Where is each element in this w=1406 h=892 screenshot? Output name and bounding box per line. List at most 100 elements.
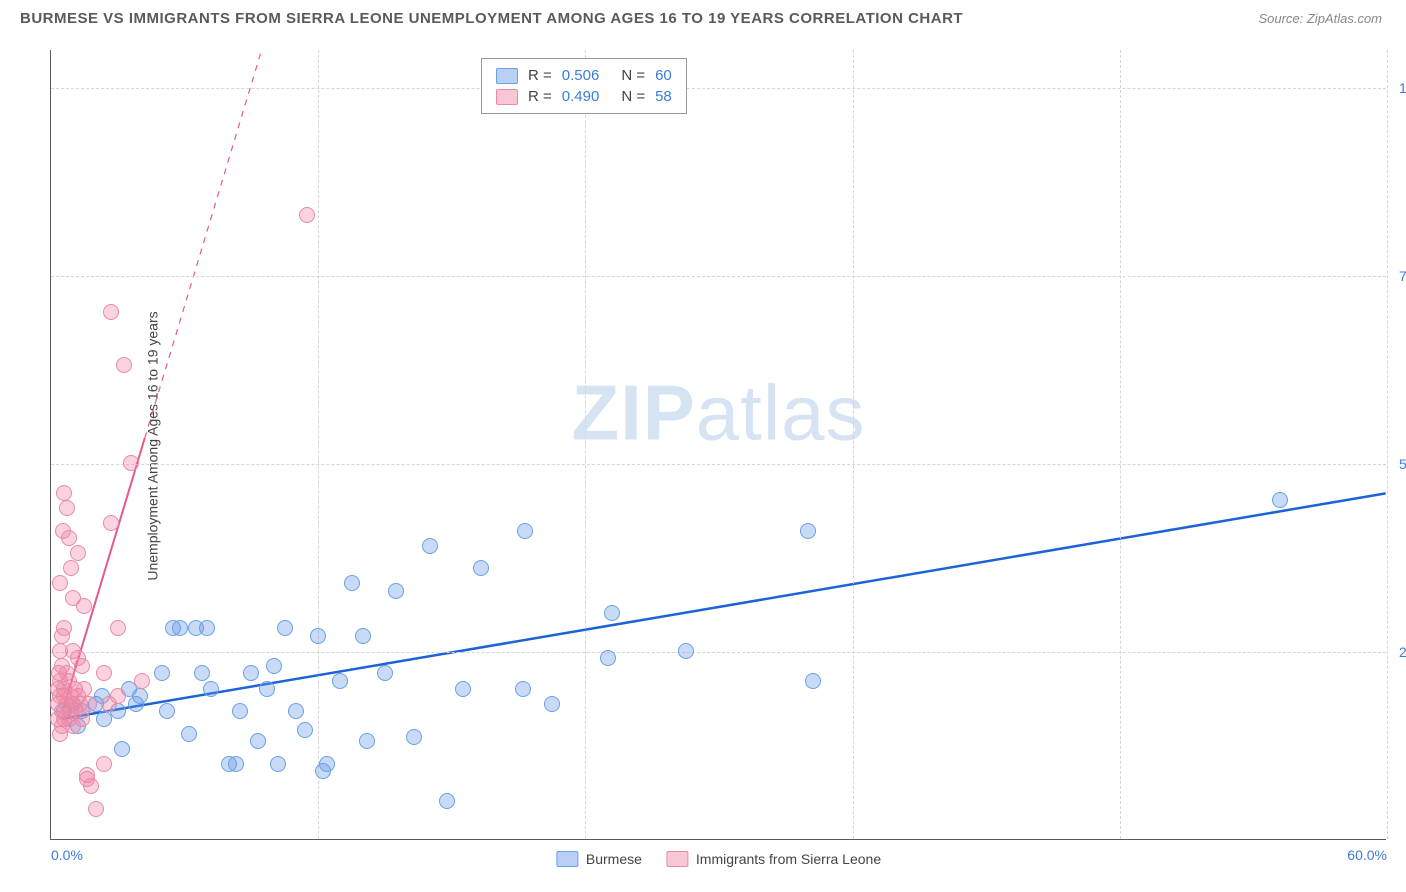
- watermark-text: ZIPatlas: [571, 367, 865, 458]
- source-attribution: Source: ZipAtlas.com: [1258, 11, 1382, 26]
- legend-swatch: [496, 89, 518, 105]
- legend-n-value: 60: [655, 67, 672, 84]
- y-tick-label: 75.0%: [1391, 268, 1406, 284]
- data-point: [332, 673, 348, 689]
- data-point: [110, 688, 126, 704]
- gridline-horizontal: [51, 464, 1386, 465]
- legend-r-label: R =: [528, 88, 552, 105]
- data-point: [805, 673, 821, 689]
- data-point: [473, 560, 489, 576]
- data-point: [203, 681, 219, 697]
- x-tick-label: 60.0%: [1347, 847, 1387, 863]
- data-point: [59, 500, 75, 516]
- legend-swatch: [496, 68, 518, 84]
- data-point: [355, 628, 371, 644]
- chart-plot-area: ZIPatlas R = 0.506N = 60R = 0.490N = 58 …: [50, 50, 1386, 840]
- y-tick-label: 25.0%: [1391, 644, 1406, 660]
- data-point: [515, 681, 531, 697]
- chart-title: BURMESE VS IMMIGRANTS FROM SIERRA LEONE …: [20, 10, 963, 27]
- series-legend: Burmese Immigrants from Sierra Leone: [556, 851, 881, 867]
- data-point: [310, 628, 326, 644]
- data-point: [270, 756, 286, 772]
- data-point: [243, 665, 259, 681]
- data-point: [544, 696, 560, 712]
- legend-rn-row: R = 0.490 N = 58: [496, 86, 672, 107]
- legend-r-value: 0.506: [562, 67, 600, 84]
- data-point: [194, 665, 210, 681]
- x-tick-label: 0.0%: [51, 847, 83, 863]
- data-point: [134, 673, 150, 689]
- data-point: [83, 778, 99, 794]
- legend-n-label: N =: [621, 88, 645, 105]
- data-point: [52, 575, 68, 591]
- data-point: [132, 688, 148, 704]
- gridline-vertical: [1387, 50, 1388, 839]
- data-point: [103, 304, 119, 320]
- data-point: [56, 485, 72, 501]
- data-point: [250, 733, 266, 749]
- data-point: [600, 650, 616, 666]
- data-point: [63, 560, 79, 576]
- gridline-horizontal: [51, 652, 1386, 653]
- data-point: [377, 665, 393, 681]
- data-point: [76, 681, 92, 697]
- legend-n-label: N =: [621, 67, 645, 84]
- gridline-vertical: [1120, 50, 1121, 839]
- data-point: [439, 793, 455, 809]
- data-point: [88, 801, 104, 817]
- data-point: [604, 605, 620, 621]
- data-point: [96, 756, 112, 772]
- data-point: [181, 726, 197, 742]
- data-point: [422, 538, 438, 554]
- legend-item: Burmese: [556, 851, 642, 867]
- data-point: [81, 696, 97, 712]
- gridline-horizontal: [51, 88, 1386, 89]
- data-point: [455, 681, 471, 697]
- data-point: [277, 620, 293, 636]
- correlation-legend: R = 0.506 N = 60 R = 0.490 N = 58: [481, 58, 687, 114]
- data-point: [517, 523, 533, 539]
- data-point: [678, 643, 694, 659]
- data-point: [56, 620, 72, 636]
- legend-r-label: R =: [528, 67, 552, 84]
- data-point: [96, 665, 112, 681]
- data-point: [800, 523, 816, 539]
- gridline-vertical: [585, 50, 586, 839]
- legend-r-value: 0.490: [562, 88, 600, 105]
- data-point: [259, 681, 275, 697]
- data-point: [74, 711, 90, 727]
- data-point: [266, 658, 282, 674]
- data-point: [154, 665, 170, 681]
- legend-swatch: [666, 851, 688, 867]
- y-tick-label: 50.0%: [1391, 456, 1406, 472]
- data-point: [319, 756, 335, 772]
- data-point: [61, 530, 77, 546]
- trend-lines-layer: [51, 50, 1386, 839]
- data-point: [299, 207, 315, 223]
- legend-label: Burmese: [586, 851, 642, 867]
- data-point: [359, 733, 375, 749]
- data-point: [76, 598, 92, 614]
- legend-label: Immigrants from Sierra Leone: [696, 851, 881, 867]
- gridline-horizontal: [51, 276, 1386, 277]
- data-point: [110, 620, 126, 636]
- data-point: [232, 703, 248, 719]
- data-point: [388, 583, 404, 599]
- data-point: [70, 545, 86, 561]
- data-point: [103, 515, 119, 531]
- data-point: [297, 722, 313, 738]
- data-point: [288, 703, 304, 719]
- data-point: [344, 575, 360, 591]
- data-point: [228, 756, 244, 772]
- data-point: [172, 620, 188, 636]
- legend-item: Immigrants from Sierra Leone: [666, 851, 881, 867]
- y-tick-label: 100.0%: [1391, 80, 1406, 96]
- legend-n-value: 58: [655, 88, 672, 105]
- data-point: [1272, 492, 1288, 508]
- gridline-vertical: [318, 50, 319, 839]
- gridline-vertical: [853, 50, 854, 839]
- data-point: [74, 658, 90, 674]
- data-point: [406, 729, 422, 745]
- legend-rn-row: R = 0.506 N = 60: [496, 65, 672, 86]
- data-point: [199, 620, 215, 636]
